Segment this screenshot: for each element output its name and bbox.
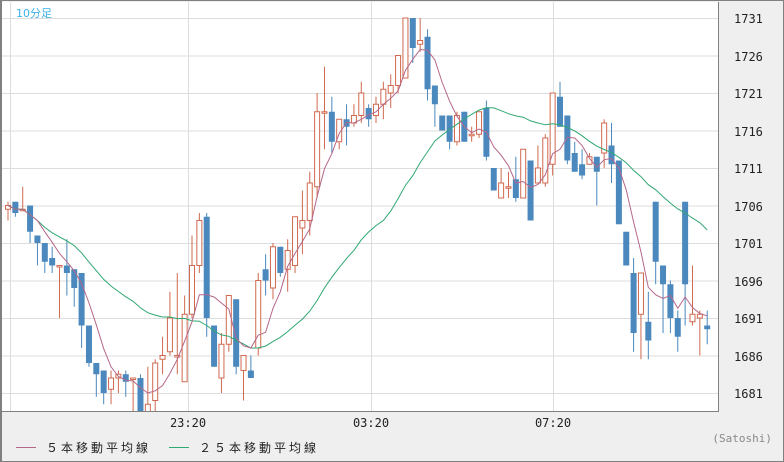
ma25-swatch-icon xyxy=(169,447,190,448)
legend: ５本移動平均線 ２５本移動平均線 xyxy=(16,439,337,456)
legend-item-ma5: ５本移動平均線 xyxy=(16,439,151,456)
y-tick-label: 1696 xyxy=(734,274,763,289)
y-tick-label: 1706 xyxy=(734,199,763,214)
x-tick-label: 03:20 xyxy=(352,416,390,430)
y-tick-label: 1716 xyxy=(734,124,763,139)
y-tick-label: 1731 xyxy=(734,12,763,26)
y-tick-label: 1721 xyxy=(734,87,763,101)
legend-label-ma5: ５本移動平均線 xyxy=(46,441,152,455)
x-tick-label: 23:20 xyxy=(169,416,207,430)
period-label: 10分足 xyxy=(16,7,52,20)
legend-label-ma25: ２５本移動平均線 xyxy=(199,441,320,455)
y-tick-label: 1691 xyxy=(734,312,763,326)
plot-area[interactable]: 10分足 xyxy=(2,2,719,412)
credit-label: (Satoshi) xyxy=(712,432,772,445)
x-tick-label: 07:20 xyxy=(534,416,572,430)
ma5-swatch-icon xyxy=(16,447,36,448)
candlestick-chart xyxy=(2,2,718,411)
y-tick-label: 1711 xyxy=(734,162,763,176)
y-tick-label: 1686 xyxy=(734,349,763,364)
legend-item-ma25: ２５本移動平均線 xyxy=(169,439,319,456)
y-tick-label: 1726 xyxy=(734,49,763,64)
y-tick-label: 1701 xyxy=(734,237,763,251)
y-tick-label: 1681 xyxy=(734,387,763,401)
